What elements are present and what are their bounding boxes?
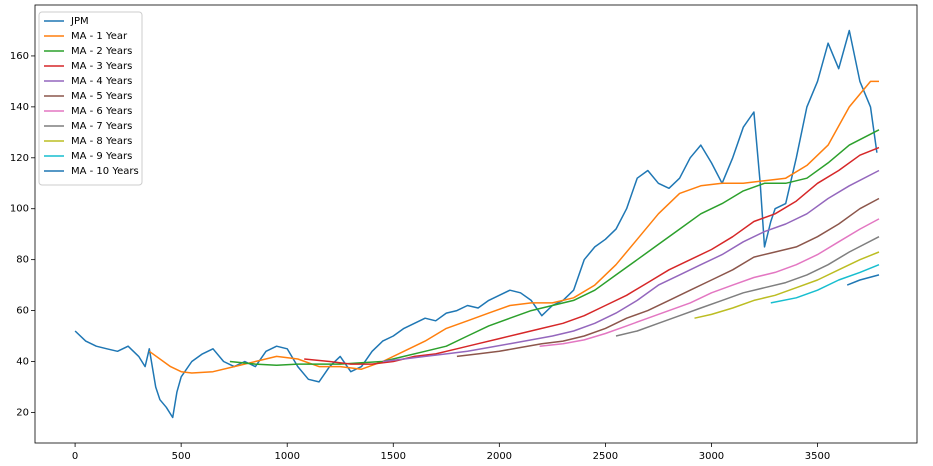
y-tick-label: 140 xyxy=(10,102,29,113)
y-tick-label: 80 xyxy=(16,255,29,266)
x-tick-label: 2000 xyxy=(487,451,512,462)
legend-label: MA - 4 Years xyxy=(71,76,132,87)
legend-label: MA - 1 Year xyxy=(71,31,128,42)
y-tick-label: 160 xyxy=(10,51,29,62)
series-line xyxy=(846,274,880,286)
series-line xyxy=(148,80,879,374)
legend-label: MA - 10 Years xyxy=(71,166,139,177)
plot-frame xyxy=(34,4,918,444)
legend-label: MA - 9 Years xyxy=(71,151,132,162)
x-tick-label: 2500 xyxy=(593,451,618,462)
plot-area xyxy=(74,29,880,419)
series-line xyxy=(74,29,878,419)
series-line xyxy=(770,264,880,304)
series-line xyxy=(615,236,880,337)
legend-label: JPM xyxy=(70,16,89,27)
legend-label: MA - 7 Years xyxy=(71,121,132,132)
series-line xyxy=(229,129,880,367)
legend-label: MA - 6 Years xyxy=(71,106,132,117)
x-tick-label: 3500 xyxy=(805,451,830,462)
legend-label: MA - 8 Years xyxy=(71,136,132,147)
y-tick-label: 20 xyxy=(16,407,29,418)
series-line xyxy=(456,197,880,358)
y-tick-label: 60 xyxy=(16,306,29,317)
series-line xyxy=(694,251,880,319)
x-tick-label: 500 xyxy=(172,451,191,462)
x-tick-label: 0 xyxy=(72,451,78,462)
x-tick-label: 1000 xyxy=(274,451,299,462)
y-tick-label: 100 xyxy=(10,204,29,215)
x-tick-label: 3000 xyxy=(699,451,724,462)
y-tick-label: 40 xyxy=(16,357,29,368)
legend-label: MA - 5 Years xyxy=(71,91,132,102)
series-line xyxy=(382,169,880,363)
legend-label: MA - 2 Years xyxy=(71,46,132,57)
x-tick-label: 1500 xyxy=(381,451,406,462)
series-line xyxy=(539,218,880,347)
legend-label: MA - 3 Years xyxy=(71,61,132,72)
y-tick-label: 120 xyxy=(10,153,29,164)
legend-box xyxy=(38,11,143,186)
